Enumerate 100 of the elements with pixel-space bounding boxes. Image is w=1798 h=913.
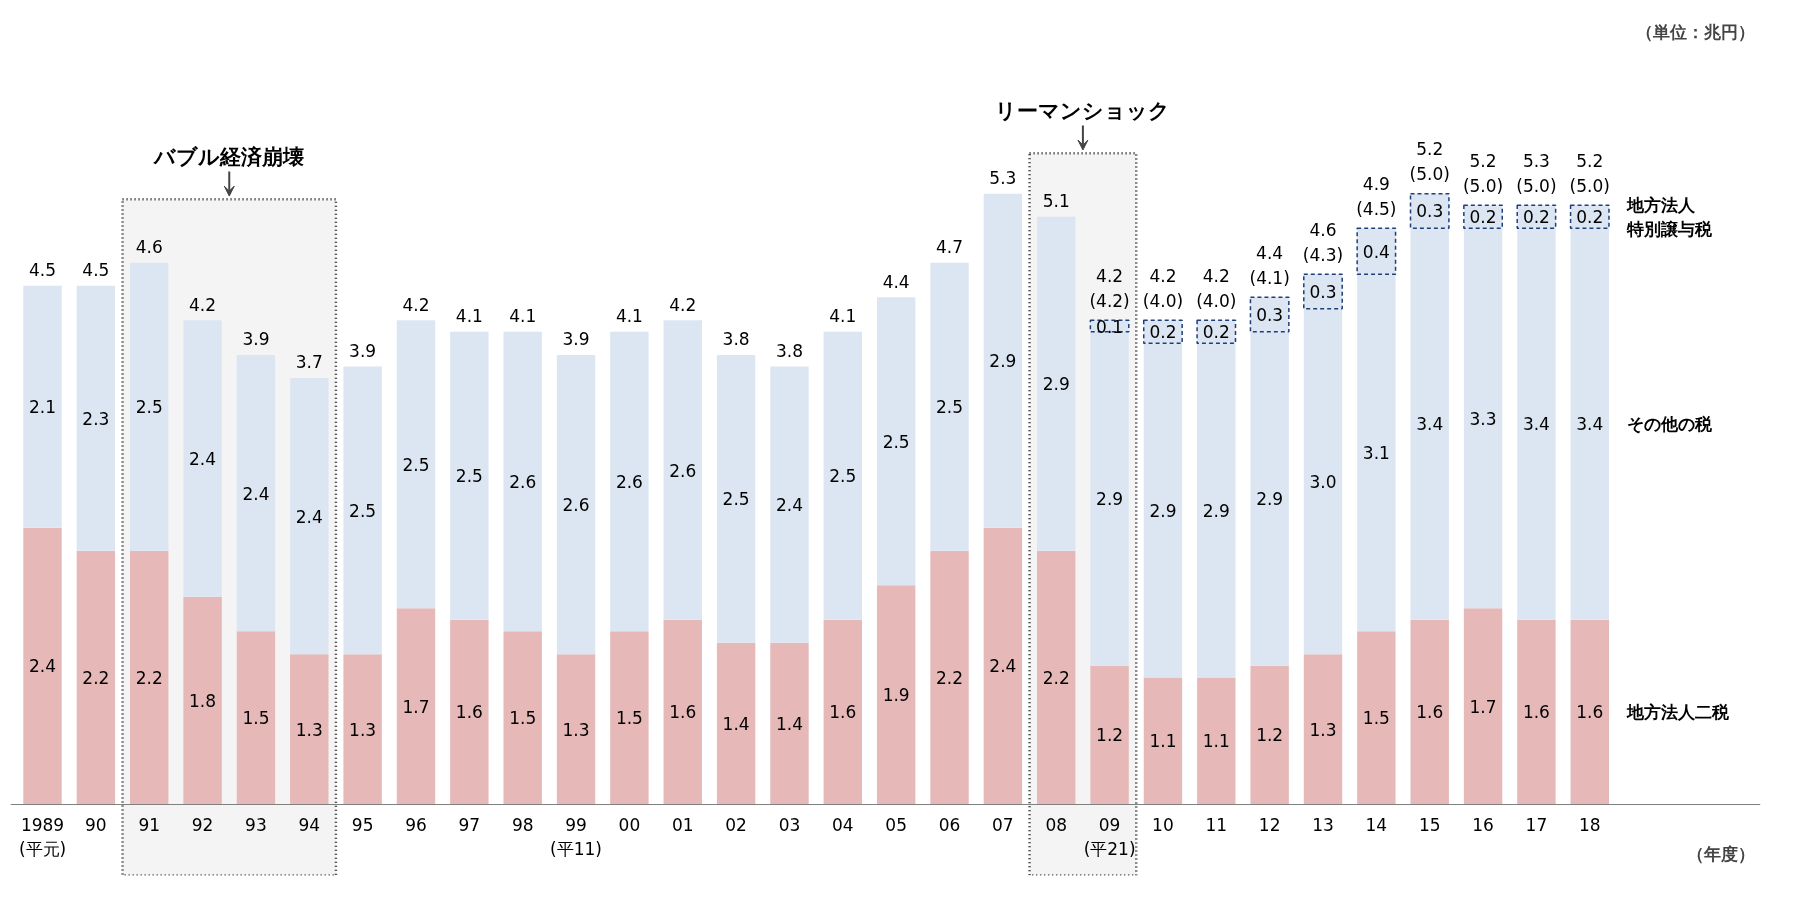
bar [1197, 677, 1236, 805]
text: （単位：兆円） [1636, 22, 1756, 43]
data-label: 2.4 [28, 656, 57, 677]
bar [930, 550, 969, 805]
bar [236, 631, 276, 805]
series-label: 地方法人二税 [1626, 701, 1731, 722]
x-tick-label: 00 [618, 815, 641, 836]
bar [983, 193, 1023, 528]
bar [1037, 550, 1076, 805]
bar [770, 642, 809, 805]
bar [1143, 677, 1183, 805]
data-label: 3.0 [1309, 472, 1337, 493]
x-tick-label: 15 [1418, 815, 1441, 836]
data-label: 1.7 [402, 696, 430, 717]
bar [823, 331, 863, 620]
data-label: 1.7 [1469, 696, 1497, 717]
bar [716, 354, 756, 643]
total-label: 3.8 [775, 340, 803, 361]
total-label: 4.2 (4.0) [1196, 265, 1237, 311]
bar [983, 527, 1023, 805]
bar [23, 527, 62, 805]
data-label: 0.2 [1202, 322, 1230, 343]
data-label: 0.3 [1256, 305, 1284, 326]
bar [610, 631, 649, 805]
data-label: 1.3 [349, 719, 377, 740]
bar [556, 354, 596, 655]
band-label: リーマンショック [995, 99, 1171, 124]
data-label: 2.6 [509, 472, 537, 493]
x-tick-label: 95 [351, 815, 374, 836]
data-label: 3.4 [1416, 414, 1444, 435]
data-label: 2.9 [1202, 500, 1230, 521]
data-label: 1.6 [1576, 702, 1604, 723]
data-label: 0.4 [1362, 241, 1390, 262]
total-label: 3.9 [349, 340, 377, 361]
x-tick-label: 08 [1045, 815, 1068, 836]
bar [343, 654, 382, 805]
bar [396, 320, 436, 609]
total-label: 4.2 (4.2) [1089, 265, 1130, 311]
data-label: 1.8 [189, 690, 217, 711]
x-tick-label: 06 [938, 815, 961, 836]
x-tick-label: 07 [992, 815, 1014, 836]
bar [663, 619, 702, 805]
text: （年度） [1687, 843, 1756, 864]
x-tick-label: 17 [1525, 815, 1548, 836]
data-label: 2.4 [989, 656, 1017, 677]
data-label: 2.4 [295, 506, 323, 527]
data-label: 1.2 [1096, 725, 1124, 746]
data-label: 3.1 [1362, 443, 1390, 464]
bar [503, 331, 542, 632]
total-label: 4.9 (4.5) [1356, 173, 1397, 219]
total-label: 4.6 (4.3) [1302, 219, 1344, 265]
bar [23, 285, 62, 528]
bar [930, 262, 969, 551]
data-label: 1.5 [509, 708, 537, 729]
total-label: 4.4 [882, 271, 910, 292]
total-label: 4.2 [402, 294, 430, 315]
total-label: 4.6 [135, 237, 163, 258]
data-label: 2.5 [455, 466, 483, 487]
data-label: 2.2 [82, 667, 110, 688]
bar [1037, 216, 1076, 551]
x-tick-label: 96 [405, 815, 427, 836]
data-label: 2.3 [82, 408, 110, 429]
data-label: 3.3 [1469, 408, 1497, 429]
total-label: 5.2 (5.0) [1462, 150, 1504, 196]
bar [236, 354, 276, 632]
data-label: 3.4 [1522, 414, 1550, 435]
bar [610, 331, 649, 632]
data-label: 2.1 [28, 397, 57, 418]
bar [1517, 619, 1556, 805]
data-label: 1.6 [1416, 702, 1444, 723]
x-tick-label: 01 [671, 815, 694, 836]
data-label: 2.5 [936, 397, 964, 418]
bar [343, 366, 382, 655]
data-label: 0.3 [1416, 201, 1444, 222]
data-label: 2.6 [615, 472, 643, 493]
data-label: 3.4 [1576, 414, 1604, 435]
x-tick-label: 18 [1578, 815, 1601, 836]
x-tick-label: 91 [138, 815, 161, 836]
x-tick-label: 1989 (平元) [18, 815, 67, 860]
total-label: 5.2 (5.0) [1569, 150, 1610, 196]
data-label: 2.5 [135, 397, 163, 418]
series-label: その他の税 [1627, 413, 1714, 434]
data-label: 1.2 [1256, 725, 1284, 746]
bar [1357, 631, 1396, 805]
data-label: 0.2 [1469, 207, 1497, 228]
series-label: 地方法人特別譲与税 [1626, 194, 1714, 239]
x-tick-label: 90 [85, 815, 107, 836]
data-label: 2.4 [775, 495, 803, 516]
x-tick-label: 16 [1472, 815, 1494, 836]
total-label: 4.1 [455, 306, 483, 327]
data-label: 2.9 [1042, 374, 1070, 395]
bar [450, 619, 489, 805]
bar [76, 550, 116, 805]
data-label: 1.4 [722, 713, 750, 734]
bar [183, 596, 222, 805]
data-label: 2.4 [189, 449, 217, 470]
x-tick-label: 04 [832, 815, 854, 836]
x-tick-label: 12 [1258, 815, 1281, 836]
x-tick-label: 99 (平11) [550, 815, 603, 860]
data-label: 0.2 [1522, 207, 1550, 228]
